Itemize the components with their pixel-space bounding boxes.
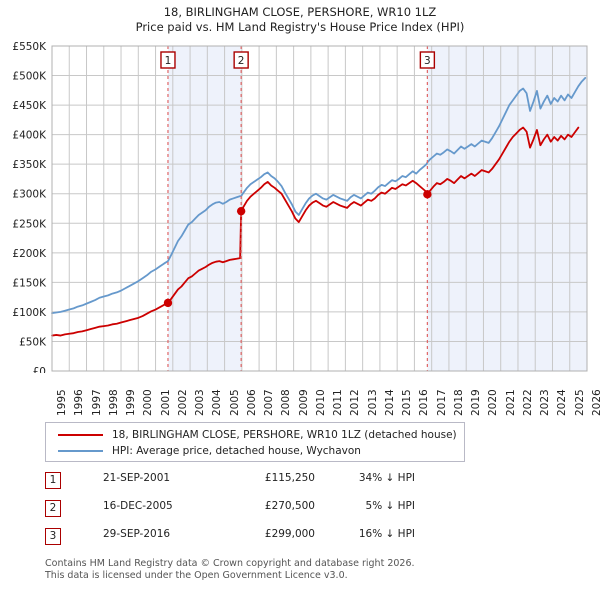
x-tick-label: 2011 (332, 389, 345, 416)
x-tick-label: 1998 (107, 389, 120, 416)
x-tick-label: 2005 (228, 389, 241, 416)
svg-text:£500K: £500K (12, 71, 47, 83)
x-tick-label: 2018 (452, 389, 465, 416)
footer-line-2: This data is licensed under the Open Gov… (45, 569, 348, 581)
x-tick-label: 2026 (591, 389, 600, 416)
table-row: 2 16-DEC-2005 £270,500 5% ↓ HPI (45, 498, 465, 526)
transaction-price: £115,250 (264, 472, 315, 484)
transaction-date: 29-SEP-2016 (103, 528, 171, 540)
legend-swatch-property (58, 434, 103, 436)
x-tick-label: 2007 (263, 389, 276, 416)
chart-titles: 18, BIRLINGHAM CLOSE, PERSHORE, WR10 1LZ… (0, 0, 600, 35)
svg-text:2: 2 (238, 55, 245, 67)
x-tick-label: 1995 (56, 389, 68, 416)
x-tick-label: 2019 (470, 389, 483, 416)
transaction-date: 16-DEC-2005 (103, 500, 173, 512)
svg-text:£150K: £150K (12, 277, 47, 289)
legend-item-property: 18, BIRLINGHAM CLOSE, PERSHORE, WR10 1LZ… (46, 427, 464, 443)
x-tick-label: 2001 (159, 389, 172, 416)
svg-text:1: 1 (165, 55, 172, 67)
transaction-marker-3: 3 (45, 528, 61, 545)
footer-line-1: Contains HM Land Registry data © Crown c… (45, 558, 415, 569)
svg-text:£550K: £550K (12, 41, 47, 53)
price-history-chart: £0 £50K £100K £150K £200K £250K £300K £350K £400… (12, 41, 588, 373)
svg-text:£100K: £100K (12, 307, 47, 319)
x-tick-label: 2009 (297, 389, 310, 416)
transaction-price: £299,000 (264, 528, 315, 540)
footer-attribution: Contains HM Land Registry data © Crown c… (45, 558, 565, 581)
x-tick-label: 2022 (521, 389, 534, 416)
legend-label-hpi: HPI: Average price, detached house, Wych… (112, 445, 361, 457)
x-tick-label: 2013 (366, 389, 379, 416)
transaction-marker-1: 1 (45, 472, 61, 489)
table-row: 1 21-SEP-2001 £115,250 34% ↓ HPI (45, 470, 465, 498)
x-tick-label: 2010 (314, 389, 327, 416)
transaction-price: £270,500 (264, 500, 315, 512)
x-tick-label: 2008 (280, 389, 293, 416)
transaction-date: 21-SEP-2001 (103, 472, 171, 484)
x-axis-labels: 1995 1996 1997 1998 1999 2000 2001 2002 2003 2004… (0, 372, 600, 418)
x-tick-label: 1996 (73, 389, 86, 416)
svg-text:3: 3 (424, 55, 431, 67)
x-tick-label: 2014 (383, 389, 396, 416)
x-tick-label: 2004 (211, 389, 224, 416)
x-tick-label: 2023 (539, 389, 552, 416)
svg-text:£400K: £400K (12, 130, 47, 142)
svg-text:£200K: £200K (12, 248, 47, 260)
x-tick-label: 2017 (435, 389, 448, 416)
page-title: 18, BIRLINGHAM CLOSE, PERSHORE, WR10 1LZ (163, 5, 437, 19)
chart-legend: 18, BIRLINGHAM CLOSE, PERSHORE, WR10 1LZ… (45, 422, 465, 462)
x-tick-label: 2020 (487, 389, 500, 416)
transactions-table: 1 21-SEP-2001 £115,250 34% ↓ HPI 2 16-DE… (45, 470, 465, 554)
x-tick-label: 2025 (573, 389, 586, 416)
svg-text:£0: £0 (33, 366, 46, 373)
svg-text:£300K: £300K (12, 189, 47, 201)
x-tick-label: 2002 (176, 389, 189, 416)
legend-label-property: 18, BIRLINGHAM CLOSE, PERSHORE, WR10 1LZ… (112, 429, 457, 441)
svg-text:£350K: £350K (12, 159, 47, 171)
transaction-marker-2: 2 (45, 500, 61, 517)
page-subtitle: Price paid vs. HM Land Registry's House … (135, 20, 465, 34)
x-tick-label: 2016 (418, 389, 431, 416)
transaction-hpi-delta: 5% ↓ HPI (365, 500, 415, 512)
legend-swatch-hpi (58, 450, 103, 452)
x-tick-label: 2024 (556, 389, 569, 416)
x-tick-label: 2006 (245, 389, 258, 416)
x-tick-label: 1999 (125, 389, 138, 416)
transaction-hpi-delta: 16% ↓ HPI (358, 528, 415, 540)
chart-area: £0 £50K £100K £150K £200K £250K £300K £350K £400… (0, 38, 600, 373)
x-tick-label: 2000 (142, 389, 155, 416)
x-tick-label: 2003 (194, 389, 207, 416)
table-row: 3 29-SEP-2016 £299,000 16% ↓ HPI (45, 526, 465, 554)
svg-text:£250K: £250K (12, 218, 47, 230)
legend-item-hpi: HPI: Average price, detached house, Wych… (46, 443, 464, 459)
x-tick-label: 2012 (349, 389, 362, 416)
x-tick-label: 1997 (90, 389, 103, 416)
x-tick-label: 2015 (401, 389, 414, 416)
svg-text:£50K: £50K (19, 336, 47, 348)
transaction-hpi-delta: 34% ↓ HPI (358, 472, 415, 484)
x-tick-label: 2021 (504, 389, 517, 416)
svg-text:£450K: £450K (12, 100, 47, 112)
